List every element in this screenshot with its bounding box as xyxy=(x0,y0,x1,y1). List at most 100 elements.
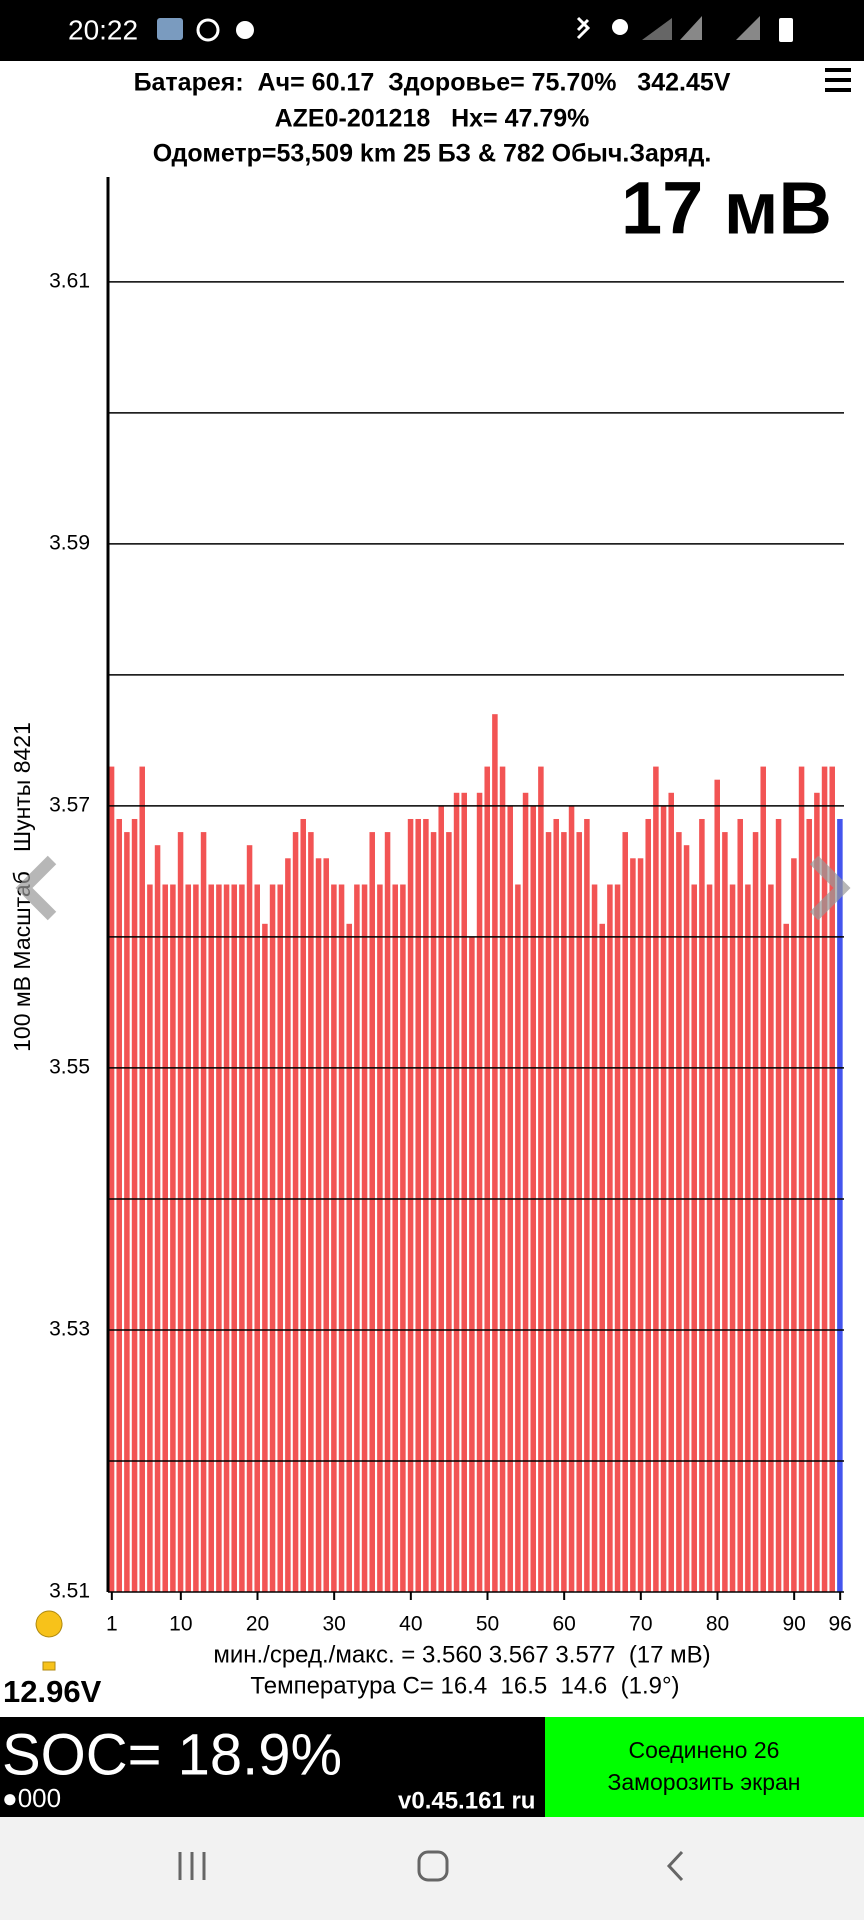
y-tick-label: 3.57 xyxy=(49,793,90,816)
bar xyxy=(676,832,682,1592)
bar xyxy=(561,832,567,1592)
location-icon xyxy=(612,19,628,35)
bar xyxy=(423,818,429,1592)
odometer-info: Одометр=53,509 km 25 БЗ & 782 Обыч.Заряд… xyxy=(153,140,712,168)
fan-icon xyxy=(196,18,220,42)
bar xyxy=(653,766,659,1592)
bar xyxy=(768,884,774,1592)
bar xyxy=(476,792,483,1592)
bar xyxy=(277,884,283,1592)
bar xyxy=(645,818,651,1592)
connection-status: Соединено 26 xyxy=(629,1737,780,1763)
recents-button[interactable] xyxy=(178,1852,206,1880)
connection-panel xyxy=(545,1717,864,1817)
bar xyxy=(177,832,184,1592)
bar xyxy=(131,818,138,1592)
bar xyxy=(354,884,360,1592)
bluetooth-icon xyxy=(576,16,591,40)
bar xyxy=(231,884,237,1592)
bar xyxy=(292,832,299,1592)
status-bar xyxy=(0,0,864,61)
bar xyxy=(637,858,644,1592)
indicator: ●000 xyxy=(2,1783,61,1813)
bar xyxy=(139,766,145,1592)
notify-icon xyxy=(236,21,254,39)
bar xyxy=(154,845,161,1592)
bar xyxy=(591,884,598,1592)
battery-info: Батарея: Ач= 60.17 Здоровье= 75.70% 342.… xyxy=(134,69,731,97)
bar xyxy=(162,884,168,1592)
bar xyxy=(522,792,529,1592)
bar xyxy=(430,832,437,1592)
bar xyxy=(599,923,605,1592)
battery-icon xyxy=(779,18,793,42)
bar xyxy=(208,884,214,1592)
bar xyxy=(783,923,789,1592)
bar xyxy=(331,884,337,1592)
bar xyxy=(254,884,260,1592)
bar xyxy=(147,884,153,1592)
bar xyxy=(285,858,291,1592)
bar xyxy=(515,884,521,1592)
bar xyxy=(737,818,743,1592)
menu-bar xyxy=(825,78,851,82)
freeze-button[interactable]: Соединено 26 Заморозить экран xyxy=(545,1717,864,1817)
bar xyxy=(760,766,766,1592)
clock: 20:22 xyxy=(68,14,138,45)
x-tick-label: 1 xyxy=(106,1613,118,1636)
y-tick-label: 3.55 xyxy=(49,1055,90,1078)
bar xyxy=(116,818,122,1592)
bar xyxy=(415,818,421,1592)
bar xyxy=(124,832,130,1592)
bar xyxy=(752,832,759,1592)
x-tick-label: 96 xyxy=(828,1613,851,1636)
bar xyxy=(239,884,245,1592)
version: v0.45.161 ru xyxy=(398,1787,535,1814)
x-tick-label: 10 xyxy=(169,1613,192,1636)
signal-icon xyxy=(736,16,760,40)
bar xyxy=(193,884,199,1592)
bar xyxy=(630,858,636,1592)
bar xyxy=(246,845,253,1592)
temperature-stats: Температура C= 16.4 16.5 14.6 (1.9°) xyxy=(250,1672,679,1699)
prev-arrow[interactable] xyxy=(15,855,57,921)
bar xyxy=(108,766,115,1592)
bar xyxy=(338,884,345,1592)
bar xyxy=(392,884,398,1592)
bar xyxy=(377,884,383,1592)
bar xyxy=(837,818,843,1592)
bar xyxy=(607,884,613,1592)
bar xyxy=(545,832,552,1592)
bar xyxy=(262,923,268,1592)
bar xyxy=(553,818,559,1592)
home-button[interactable] xyxy=(417,1850,449,1882)
bar xyxy=(170,884,176,1592)
bulb-icon xyxy=(35,1610,63,1671)
menu-bar xyxy=(825,68,851,72)
chart: 17 мВ 100 мВ Масштаб Шунты 8421 3.513.53… xyxy=(9,167,852,1636)
x-tick-label: 30 xyxy=(322,1613,345,1636)
bar xyxy=(829,766,835,1592)
x-tick-label: 50 xyxy=(476,1613,499,1636)
bar xyxy=(714,779,720,1592)
bar xyxy=(269,884,276,1592)
y-tick-label: 3.51 xyxy=(49,1580,90,1603)
bar xyxy=(216,884,222,1592)
back-button[interactable] xyxy=(666,1850,684,1882)
bar xyxy=(614,884,621,1592)
bar xyxy=(706,884,713,1592)
bar xyxy=(369,832,375,1592)
bar xyxy=(407,818,414,1592)
menu-icon[interactable] xyxy=(825,68,851,92)
next-arrow[interactable] xyxy=(809,855,851,921)
x-tick-label: 70 xyxy=(629,1613,652,1636)
bar xyxy=(461,792,467,1592)
wifi-icon xyxy=(642,18,672,40)
bar xyxy=(308,832,314,1592)
spread-annotation: 17 мВ xyxy=(621,167,832,250)
nav-bar xyxy=(0,1817,864,1920)
freeze-label: Заморозить экран xyxy=(608,1769,801,1795)
bar xyxy=(814,792,820,1592)
bar xyxy=(584,818,590,1592)
